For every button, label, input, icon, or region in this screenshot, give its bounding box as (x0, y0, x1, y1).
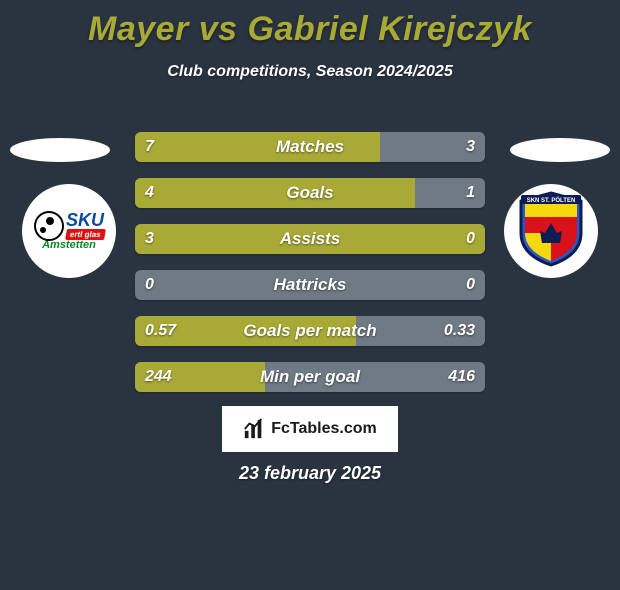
chart-icon (243, 418, 265, 440)
stat-label: Matches (135, 132, 485, 162)
skn-stpoelten-logo: SKN ST. PÖLTEN (515, 189, 587, 274)
badge-text: SKN ST. PÖLTEN (527, 197, 576, 204)
stats-list: 73Matches 41Goals 30Assists 00Hattricks 0.57… (135, 132, 485, 392)
stat-label: Min per goal (135, 362, 485, 392)
badge-text-top: SKU (66, 210, 104, 230)
brand-logo: FcTables.com (222, 406, 398, 452)
page-subtitle: Club competitions, Season 2024/2025 (0, 63, 620, 81)
left-club-badge: SKU ertl glas Amstetten (22, 184, 116, 278)
badge-text-mid: ertl glas (65, 229, 106, 240)
left-player-pill (10, 138, 110, 162)
stat-row: 0.570.33Goals per match (135, 316, 485, 346)
right-club-badge: SKN ST. PÖLTEN (504, 184, 598, 278)
stat-label: Goals (135, 178, 485, 208)
footer-date: 23 february 2025 (0, 463, 620, 484)
stat-row: 41Goals (135, 178, 485, 208)
right-player-pill (510, 138, 610, 162)
stat-label: Assists (135, 224, 485, 254)
sku-amstetten-logo: SKU ertl glas Amstetten (34, 211, 105, 251)
stat-label: Hattricks (135, 270, 485, 300)
badge-text-bottom: Amstetten (34, 239, 105, 251)
stat-row: 73Matches (135, 132, 485, 162)
stat-row: 00Hattricks (135, 270, 485, 300)
page-title: Mayer vs Gabriel Kirejczyk (0, 10, 620, 49)
stat-label: Goals per match (135, 316, 485, 346)
stat-row: 244416Min per goal (135, 362, 485, 392)
brand-text: FcTables.com (271, 420, 377, 438)
soccer-ball-icon (34, 211, 64, 241)
stat-row: 30Assists (135, 224, 485, 254)
